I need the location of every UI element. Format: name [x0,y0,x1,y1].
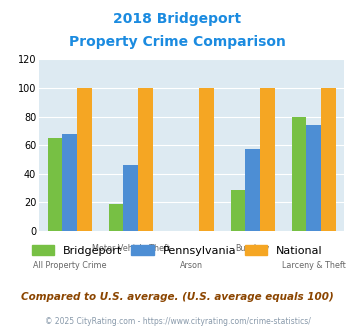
Text: Arson: Arson [180,261,203,270]
Bar [231,189,245,231]
Bar [109,204,123,231]
Text: Burglary: Burglary [236,244,270,253]
Text: Property Crime Comparison: Property Crime Comparison [69,35,286,49]
Bar [321,88,336,231]
Text: Motor Vehicle Theft: Motor Vehicle Theft [92,244,170,253]
Bar [260,88,275,231]
Text: Compared to U.S. average. (U.S. average equals 100): Compared to U.S. average. (U.S. average … [21,292,334,302]
Text: © 2025 CityRating.com - https://www.cityrating.com/crime-statistics/: © 2025 CityRating.com - https://www.city… [45,317,310,326]
Text: All Property Crime: All Property Crime [33,261,106,270]
Bar [306,125,321,231]
Legend: Bridgeport, Pennsylvania, National: Bridgeport, Pennsylvania, National [28,240,327,260]
Bar [199,88,214,231]
Bar [123,165,138,231]
Bar [62,134,77,231]
Bar [77,88,92,231]
Bar [48,138,62,231]
Bar [292,116,306,231]
Text: 2018 Bridgeport: 2018 Bridgeport [114,12,241,25]
Bar [138,88,153,231]
Text: Larceny & Theft: Larceny & Theft [282,261,346,270]
Bar [245,149,260,231]
